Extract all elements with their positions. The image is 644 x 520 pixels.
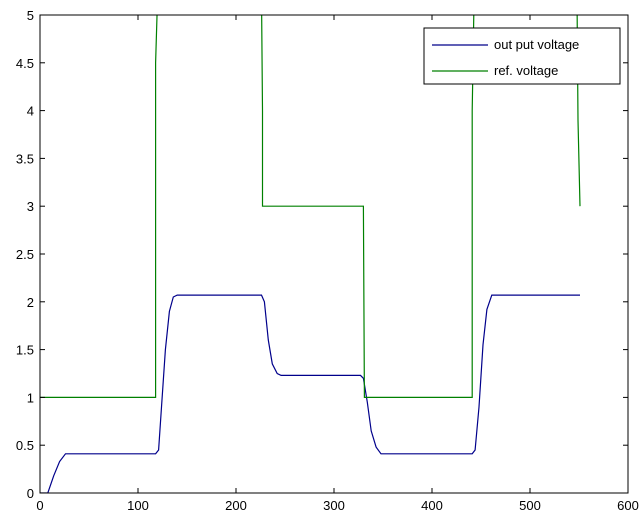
legend-label-output: out put voltage bbox=[494, 37, 579, 52]
y-tick-label: 3 bbox=[27, 199, 34, 214]
x-tick-label: 600 bbox=[617, 498, 639, 513]
x-tick-label: 500 bbox=[519, 498, 541, 513]
plot-background bbox=[40, 15, 628, 493]
x-tick-label: 0 bbox=[36, 498, 43, 513]
x-tick-label: 300 bbox=[323, 498, 345, 513]
x-tick-label: 400 bbox=[421, 498, 443, 513]
y-tick-label: 2 bbox=[27, 295, 34, 310]
y-tick-label: 4.5 bbox=[16, 56, 34, 71]
x-tick-label: 200 bbox=[225, 498, 247, 513]
y-tick-label: 4 bbox=[27, 104, 34, 119]
y-tick-label: 5 bbox=[27, 8, 34, 23]
y-tick-label: 3.5 bbox=[16, 151, 34, 166]
y-tick-label: 0.5 bbox=[16, 438, 34, 453]
y-tick-label: 2.5 bbox=[16, 247, 34, 262]
legend-label-reference: ref. voltage bbox=[494, 63, 558, 78]
legend: out put voltage ref. voltage bbox=[424, 28, 620, 84]
y-tick-label: 1.5 bbox=[16, 343, 34, 358]
y-tick-label: 0 bbox=[27, 486, 34, 501]
x-tick-label: 100 bbox=[127, 498, 149, 513]
y-tick-label: 1 bbox=[27, 390, 34, 405]
